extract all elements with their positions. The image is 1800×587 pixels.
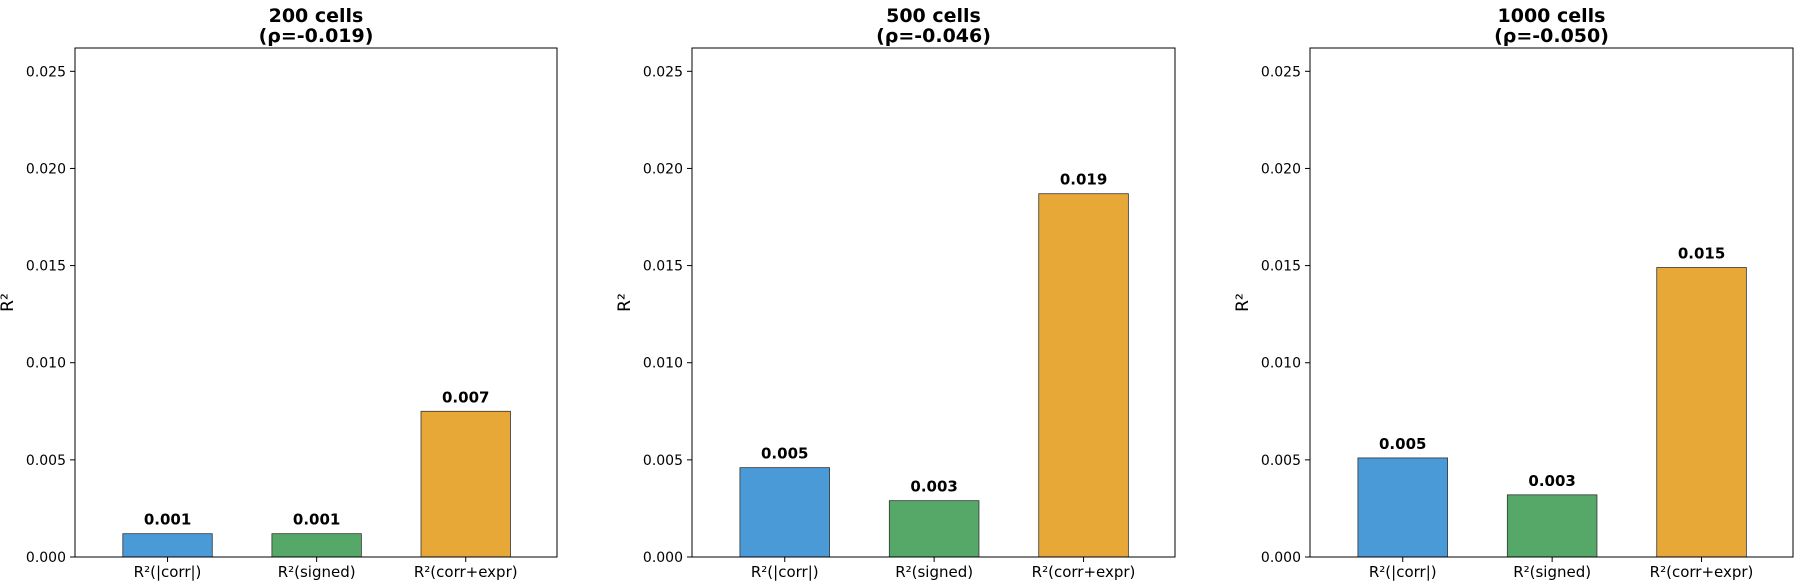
bar-1 [1357, 457, 1448, 558]
bar-2 [888, 500, 980, 558]
chart-title-line-1: 1000 cells [1498, 5, 1606, 27]
x-tick-label: R²(signed) [895, 563, 973, 581]
bar-1 [739, 467, 830, 558]
chart-panel-2: 500 cells(ρ=-0.046) R² 0.000 0.005 0.010 0.01… [615, 5, 1176, 581]
chart-title-line-2: (ρ=-0.050) [1494, 25, 1609, 47]
bar-value-label: 0.001 [144, 511, 191, 529]
y-axis-label: R² [0, 293, 18, 312]
x-tick-label: R²(|corr|) [1369, 563, 1437, 581]
bar-3 [420, 410, 511, 558]
y-tick-label: 0.015 [643, 259, 683, 275]
y-tick-label: 0.005 [1261, 453, 1301, 469]
plot-frame [1309, 47, 1794, 558]
x-tick-label: R²(corr+expr) [414, 563, 518, 581]
y-tick-label: 0.000 [643, 550, 683, 566]
x-tick-label: R²(corr+expr) [1650, 563, 1754, 581]
bar-value-label: 0.005 [1379, 435, 1426, 453]
y-tick-label: 0.020 [643, 161, 683, 177]
y-tick-label: 0.010 [643, 356, 683, 372]
y-axis-label: R² [1233, 293, 1253, 312]
chart-title-line-2: (ρ=-0.019) [259, 25, 374, 47]
bar-value-label: 0.007 [442, 388, 489, 406]
bar-value-label: 0.001 [293, 511, 340, 529]
chart-panel-1: 200 cells(ρ=-0.019) R² 0.000 0.005 0.010 0.01… [0, 5, 558, 581]
bar-3 [1038, 193, 1129, 558]
x-tick-label: R²(signed) [278, 563, 356, 581]
x-tick-label: R²(|corr|) [751, 563, 819, 581]
y-tick-label: 0.015 [1261, 259, 1301, 275]
bar-2 [271, 533, 362, 558]
plot-frame [691, 47, 1176, 558]
y-tick-label: 0.025 [26, 64, 66, 80]
y-tick-label: 0.025 [643, 64, 683, 80]
bar-value-label: 0.019 [1060, 171, 1107, 189]
x-tick-label: R²(corr+expr) [1032, 563, 1136, 581]
bar-2 [1506, 494, 1598, 558]
bar-3 [1656, 267, 1747, 558]
chart-panel-3: 1000 cells(ρ=-0.050) R² 0.000 0.005 0.010 0.0… [1233, 5, 1794, 581]
bar-value-label: 0.003 [910, 478, 957, 496]
y-tick-label: 0.020 [1261, 161, 1301, 177]
y-tick-label: 0.005 [643, 453, 683, 469]
plot-frame [74, 47, 558, 558]
y-tick-label: 0.025 [1261, 64, 1301, 80]
y-tick-label: 0.020 [26, 161, 66, 177]
chart-title-line-1: 200 cells [269, 5, 364, 27]
y-axis-label: R² [615, 293, 635, 312]
y-tick-label: 0.000 [26, 550, 66, 566]
y-tick-label: 0.005 [26, 453, 66, 469]
x-tick-label: R²(signed) [1513, 563, 1591, 581]
chart-title-line-1: 500 cells [886, 5, 981, 27]
bar-1 [122, 533, 213, 558]
y-tick-label: 0.010 [1261, 356, 1301, 372]
bar-value-label: 0.005 [761, 445, 808, 463]
y-tick-label: 0.015 [26, 259, 66, 275]
bar-value-label: 0.015 [1678, 245, 1725, 263]
chart-title-line-2: (ρ=-0.046) [876, 25, 991, 47]
bar-value-label: 0.003 [1528, 472, 1575, 490]
y-tick-label: 0.000 [1261, 550, 1301, 566]
y-tick-label: 0.010 [26, 356, 66, 372]
x-tick-label: R²(|corr|) [134, 563, 202, 581]
